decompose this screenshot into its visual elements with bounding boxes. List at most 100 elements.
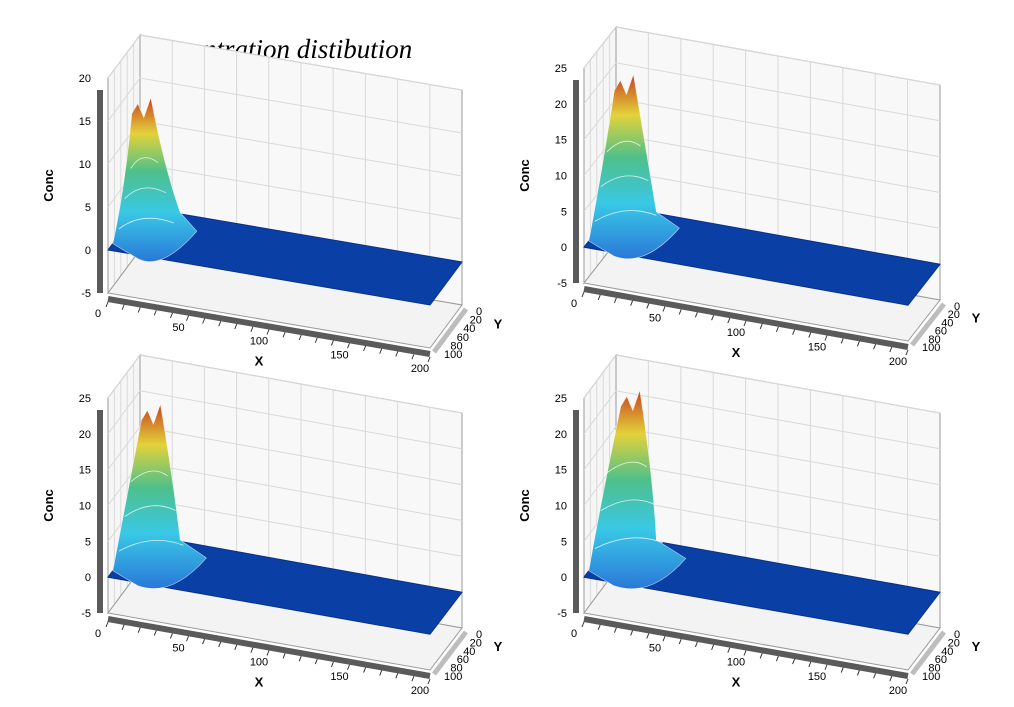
contour-line: [130, 157, 159, 169]
y-tick-label: 80: [450, 663, 462, 675]
z-tick-label: -5: [81, 608, 91, 620]
base-plane: [107, 569, 463, 671]
x-axis-label: X: [732, 345, 741, 360]
x-tick-label: 50: [172, 322, 184, 334]
x-minor-tick: [808, 661, 812, 668]
z-tick-label: -5: [557, 608, 567, 620]
x-tick-label: 150: [330, 671, 348, 683]
z-tick-label: 25: [79, 393, 91, 405]
z-tick-label: -5: [81, 288, 91, 300]
x-minor-tick: [775, 326, 779, 332]
surface-panel-bottom-left: -50510152025050100150200020406080100XYCo…: [41, 353, 503, 697]
y-tick-label: 0: [954, 629, 960, 641]
x-minor-tick: [347, 664, 350, 670]
z-tick-label: 20: [79, 73, 91, 85]
x-minor-tick: [775, 656, 779, 662]
x-minor-tick: [613, 297, 617, 303]
x-minor-tick: [395, 673, 399, 679]
x-axis-label: X: [255, 354, 264, 369]
z-tick-label: 5: [85, 536, 91, 548]
concentration-peak: [588, 390, 687, 589]
x-minor-tick: [678, 309, 682, 315]
y-tick-label: 40: [463, 646, 475, 658]
x-minor-tick: [694, 641, 698, 648]
x-minor-tick: [234, 323, 238, 330]
z-tick-label: 0: [561, 242, 567, 254]
x-minor-tick: [840, 667, 844, 673]
z-axis-label: Conc: [41, 169, 56, 202]
y-tick-label: 80: [450, 340, 462, 352]
z-tick-label: 5: [561, 206, 567, 218]
x-minor-tick: [169, 633, 173, 639]
x-axis-bar: [583, 286, 909, 350]
x-minor-tick: [630, 630, 634, 636]
x-minor-tick: [743, 320, 747, 327]
y-tick-label: 40: [941, 317, 953, 329]
x-axis-label: X: [255, 675, 264, 690]
x-minor-tick: [266, 650, 270, 656]
y-tick-label: 40: [941, 646, 953, 658]
z-tick-label: 20: [555, 99, 567, 111]
x-minor-tick: [427, 678, 431, 685]
x-tick-label: 150: [808, 342, 826, 354]
x-minor-tick: [792, 658, 796, 665]
z-grid-line: [107, 390, 463, 450]
x-minor-tick: [202, 318, 206, 324]
y-tick-label: 20: [948, 637, 960, 649]
y-tick-label: 40: [463, 323, 475, 335]
contour-line: [600, 175, 649, 188]
y-axis-bar: [431, 307, 469, 354]
x-minor-tick: [314, 337, 318, 343]
z-grid-line: [583, 426, 941, 486]
x-minor-tick: [411, 354, 415, 360]
x-minor-tick: [121, 624, 125, 631]
z-grid-line: [583, 62, 941, 122]
z-grid-line: [583, 354, 941, 414]
x-minor-tick: [889, 346, 893, 353]
x-tick-label: 200: [889, 685, 907, 697]
x-minor-tick: [330, 661, 334, 668]
y-tick-label: 60: [935, 654, 947, 666]
x-minor-tick: [646, 303, 650, 309]
x-minor-tick: [759, 653, 763, 659]
x-tick-label: 150: [808, 671, 826, 683]
x-minor-tick: [298, 334, 302, 341]
x-minor-tick: [186, 315, 189, 321]
x-minor-tick: [121, 304, 125, 310]
x-minor-tick: [250, 647, 254, 653]
z-axis-label: Conc: [517, 489, 532, 522]
z-tick-label: 25: [555, 63, 567, 75]
x-tick-label: 0: [571, 628, 577, 640]
x-minor-tick: [363, 667, 367, 673]
x-minor-tick: [298, 656, 302, 662]
z-tick-label: 20: [555, 429, 567, 441]
x-minor-tick: [646, 633, 650, 639]
x-minor-tick: [153, 630, 157, 636]
z-tick-label: 10: [79, 501, 91, 513]
z-tick-label: 10: [79, 159, 91, 171]
y-tick-label: 100: [444, 671, 462, 683]
x-minor-tick: [363, 345, 367, 352]
y-tick-label: 80: [928, 334, 940, 346]
x-minor-tick: [379, 348, 383, 354]
x-tick-label: 100: [250, 657, 268, 669]
x-minor-tick: [711, 315, 715, 321]
z-grid-line: [583, 390, 941, 450]
x-minor-tick: [218, 641, 222, 648]
contour-line: [124, 187, 166, 199]
x-tick-label: 50: [172, 642, 184, 654]
x-minor-tick: [597, 294, 601, 301]
x-minor-tick: [889, 675, 893, 682]
x-minor-tick: [856, 341, 860, 347]
x-minor-tick: [234, 644, 238, 650]
x-axis-label: X: [732, 675, 741, 690]
y-tick-label: 0: [954, 301, 960, 313]
x-minor-tick: [840, 338, 844, 344]
y-axis-bar: [910, 302, 946, 347]
x-minor-tick: [727, 647, 731, 653]
z-tick-label: 0: [561, 572, 567, 584]
y-tick-label: 20: [470, 637, 482, 649]
x-tick-label: 0: [95, 308, 101, 320]
contour-line: [118, 217, 174, 230]
